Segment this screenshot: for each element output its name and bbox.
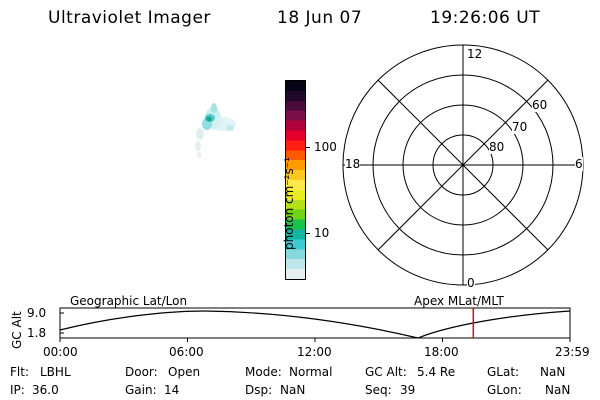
info-glat-key: GLat:	[487, 365, 520, 379]
info-dsp-key: Dsp:	[245, 383, 273, 397]
colorbar-tick-10: 10	[314, 226, 330, 240]
info-seq-value: 39	[400, 383, 416, 397]
instrument-title: Ultraviolet Imager	[48, 8, 211, 28]
info-gain-value: 14	[164, 383, 180, 397]
info-dsp-value: NaN	[280, 383, 306, 397]
info-door-value: Open	[168, 365, 201, 379]
mlat-label-80: 80	[489, 140, 505, 154]
timeline-left-title: Geographic Lat/Lon	[70, 294, 188, 308]
timeline-y-tick-top: 9.0	[27, 306, 47, 320]
timeline-x-tick-1200: 12:00	[297, 345, 332, 359]
info-mode-value: Normal	[289, 365, 333, 379]
info-glat-value: NaN	[540, 365, 566, 379]
info-glon-key: GLon:	[487, 383, 522, 397]
info-flt-value: LBHL	[40, 365, 71, 379]
colorbar	[285, 80, 306, 280]
info-door-key: Door:	[125, 365, 158, 379]
info-gain-key: Gain:	[125, 383, 157, 397]
mlat-label-70: 70	[512, 120, 528, 134]
altitude-curve	[59, 310, 571, 339]
timeline-frame	[59, 307, 571, 339]
timeline-x-tick-1800: 18:00	[424, 345, 459, 359]
mlt-label-6: 6	[575, 157, 583, 171]
polar-diagonal	[377, 79, 549, 251]
time-label: 19:26:06 UT	[430, 8, 541, 28]
info-glon-value: NaN	[545, 383, 571, 397]
date-label: 18 Jun 07	[277, 8, 363, 28]
auroral-blob	[195, 103, 236, 158]
colorbar-tick-100: 100	[314, 140, 337, 154]
timeline-x-tick-2359: 23:59	[555, 345, 590, 359]
info-ip-value: 36.0	[32, 383, 59, 397]
colorbar-ticks: 100 10	[306, 80, 337, 280]
timeline-y-tick-bottom: 1.8	[27, 326, 47, 340]
mlt-label-18: 18	[345, 157, 361, 171]
info-gcalt-key: GC Alt:	[365, 365, 407, 379]
timeline-x-tick-0000: 00:00	[43, 345, 78, 359]
info-ip-key: IP:	[10, 383, 25, 397]
colorbar-tick-mark	[306, 233, 310, 234]
info-seq-key: Seq:	[365, 383, 392, 397]
info-gcalt-value: 5.4 Re	[417, 365, 456, 379]
info-mode-key: Mode:	[245, 365, 282, 379]
timeline-x-tick-0600: 06:00	[169, 345, 204, 359]
mlt-label-0: 0	[467, 276, 475, 290]
info-flt-key: Flt:	[10, 365, 29, 379]
mlt-label-12: 12	[467, 47, 483, 61]
mlat-label-60: 60	[532, 98, 548, 112]
colorbar-tick-mark	[306, 147, 310, 148]
timeline-right-title: Apex MLat/MLT	[414, 294, 504, 308]
